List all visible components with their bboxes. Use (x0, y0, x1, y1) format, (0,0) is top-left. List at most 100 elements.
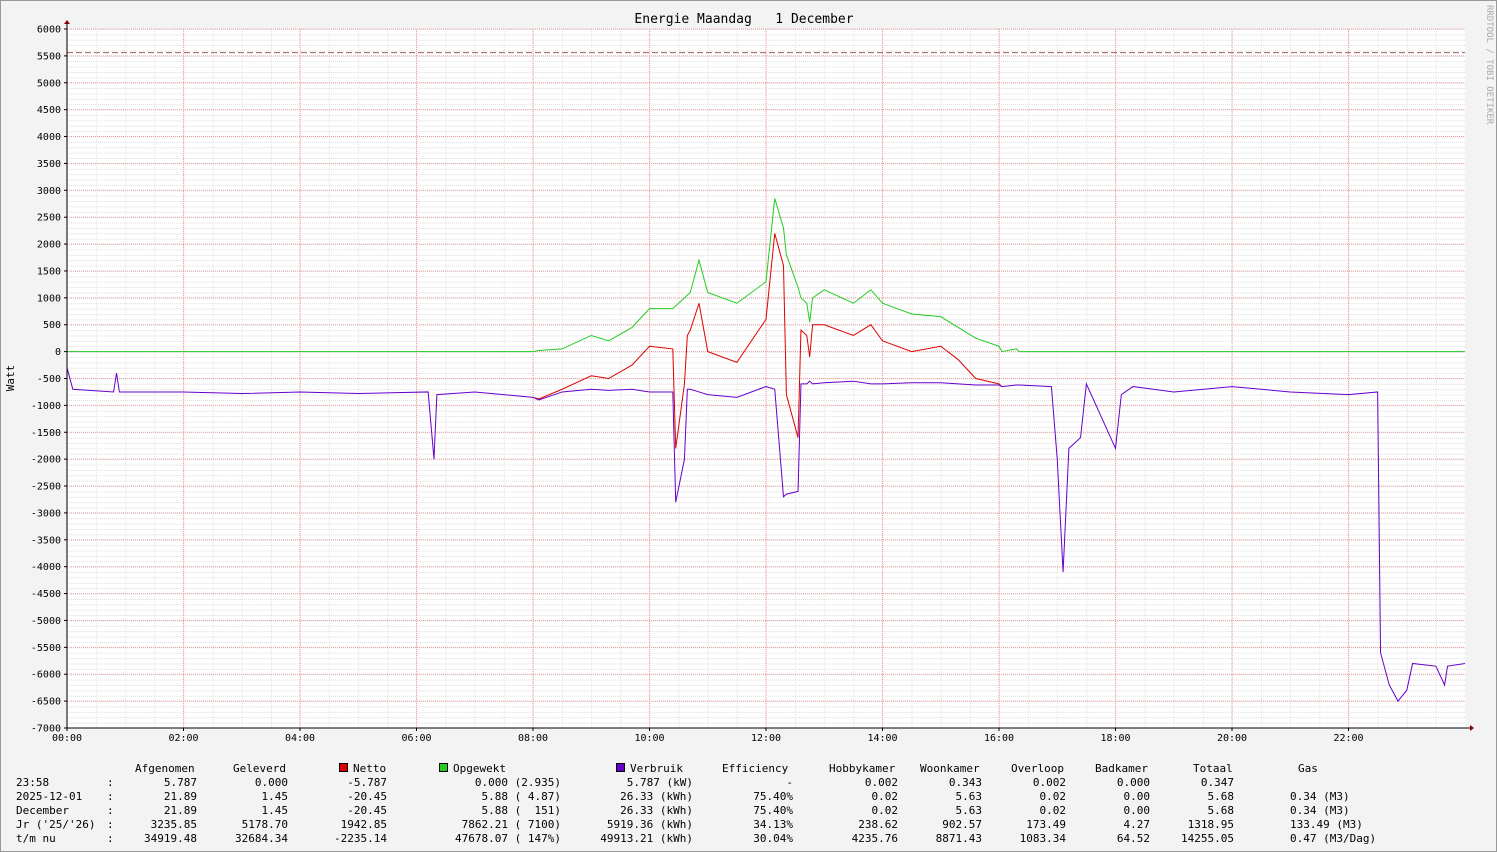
row-label: December (16, 804, 69, 817)
table-cell: 0.02 (1040, 804, 1067, 817)
y-tick-label: 3000 (37, 186, 61, 197)
table-cell: 902.57 (942, 818, 982, 831)
x-tick-label: 22:00 (1333, 733, 1363, 744)
x-tick-label: 14:00 (867, 733, 897, 744)
watermark: RRDTOOL / TOBI OETIKER (1484, 5, 1494, 125)
series-line (67, 198, 1465, 353)
table-cell: 1083.34 (1020, 832, 1067, 845)
row-separator: : (107, 818, 114, 831)
table-header: Afgenomen (135, 762, 195, 775)
table-cell: 0.00 (1124, 790, 1151, 803)
y-tick-label: 500 (43, 320, 61, 331)
table-cell: 173.49 (1026, 818, 1066, 831)
row-label: t/m nu (16, 832, 56, 845)
table-header: Overloop (1011, 762, 1064, 775)
y-tick-label: 3500 (37, 159, 61, 170)
table-cell: 7862.21 ( 7100) (462, 818, 561, 831)
x-tick-label: 08:00 (518, 733, 548, 744)
series-line (66, 367, 1466, 703)
table-cell: 5.787 (164, 776, 197, 789)
table-cell: 5.88 ( 4.87) (482, 790, 561, 803)
chart-title: Energie Maandag 1 December (634, 12, 853, 27)
table-cell: 1.45 (262, 804, 289, 817)
table-cell: 5.63 (956, 804, 983, 817)
y-tick-label: -5500 (31, 643, 61, 654)
table-cell: -2235.14 (334, 832, 387, 845)
table-cell: 8871.43 (936, 832, 982, 845)
y-tick-label: -6000 (31, 670, 61, 681)
table-cell: 0.02 (872, 790, 899, 803)
legend-label: Verbruik (630, 762, 683, 775)
table-cell: 1942.85 (341, 818, 387, 831)
table-header: Badkamer (1095, 762, 1148, 775)
table-cell: 5178.70 (242, 818, 288, 831)
table-cell: 26.33 (kWh) (620, 790, 693, 803)
series-line (532, 233, 1003, 449)
y-tick-label: -4000 (31, 562, 61, 573)
table-header: Geleverd (233, 762, 286, 775)
table-header: Efficiency (722, 762, 789, 775)
y-tick-label: -3500 (31, 535, 61, 546)
y-tick-label: 4000 (37, 132, 61, 143)
y-tick-label: 5500 (37, 51, 61, 62)
y-tick-label: 2000 (37, 240, 61, 251)
row-separator: : (107, 790, 114, 803)
y-tick-label: 2500 (37, 213, 61, 224)
table-cell: 64.52 (1117, 832, 1150, 845)
row-separator: : (107, 832, 114, 845)
y-tick-label: -5000 (31, 616, 61, 627)
table-cell: -20.45 (347, 804, 387, 817)
table-cell: 0.343 (949, 776, 982, 789)
table-cell: 1.45 (262, 790, 289, 803)
x-tick-label: 16:00 (984, 733, 1014, 744)
table-cell: 0.47 (M3/Dag) (1290, 832, 1376, 845)
table-cell: 0.02 (1040, 790, 1067, 803)
legend-swatch (439, 763, 448, 772)
y-tick-label: -7000 (31, 724, 61, 735)
table-cell: -5.787 (347, 776, 387, 789)
table-cell: 49913.21 (kWh) (600, 832, 693, 845)
table-cell: 21.89 (164, 804, 197, 817)
y-axis-arrow (64, 20, 70, 24)
x-tick-label: 06:00 (401, 733, 431, 744)
table-header: Totaal (1193, 762, 1233, 775)
x-axis-arrow (1470, 725, 1474, 731)
table-cell: 1318.95 (1188, 818, 1234, 831)
y-tick-label: -500 (37, 374, 61, 385)
table-cell: 5.63 (956, 790, 983, 803)
table-cell: 0.347 (1201, 776, 1234, 789)
table-cell: 26.33 (kWh) (620, 804, 693, 817)
table-cell: 0.00 (1124, 804, 1151, 817)
x-tick-label: 02:00 (168, 733, 198, 744)
row-label: 23:58 (16, 776, 49, 789)
table-cell: 4235.76 (852, 832, 898, 845)
table-cell: 0.02 (872, 804, 899, 817)
table-cell: 0.002 (1033, 776, 1066, 789)
table-cell: 30.04% (753, 832, 793, 845)
table-cell: 0.000 (1117, 776, 1150, 789)
table-header: Hobbykamer (829, 762, 896, 775)
y-tick-label: -1000 (31, 401, 61, 412)
table-cell: 21.89 (164, 790, 197, 803)
legend-swatch (616, 763, 625, 772)
table-cell: 32684.34 (235, 832, 288, 845)
table-cell: 47678.07 ( 147%) (455, 832, 561, 845)
table-cell: 5.68 (1208, 790, 1235, 803)
y-tick-label: 0 (55, 347, 61, 358)
row-separator: : (107, 776, 114, 789)
legend-label: Opgewekt (453, 762, 506, 775)
table-cell: 3235.85 (151, 818, 197, 831)
table-cell: 4.27 (1124, 818, 1151, 831)
x-tick-label: 10:00 (634, 733, 664, 744)
y-tick-label: -4500 (31, 589, 61, 600)
table-cell: 14255.05 (1181, 832, 1234, 845)
y-tick-label: 1000 (37, 293, 61, 304)
table-cell: 75.40% (753, 804, 793, 817)
x-tick-label: 04:00 (285, 733, 315, 744)
table-cell: 34.13% (753, 818, 793, 831)
row-label: Jr ('25/'26) (16, 818, 95, 831)
table-cell: 133.49 (M3) (1290, 818, 1363, 831)
table-cell: 0.000 (2.935) (475, 776, 561, 789)
y-tick-label: -6500 (31, 697, 61, 708)
